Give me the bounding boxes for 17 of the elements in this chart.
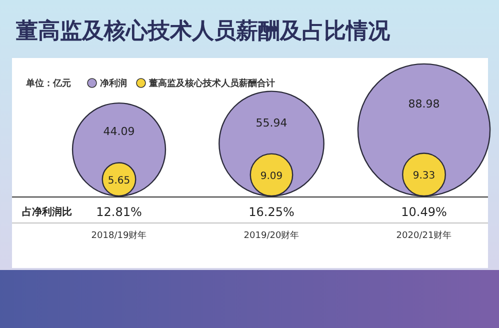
category-label: 2020/21财年	[396, 230, 452, 241]
text: 16.25%	[248, 205, 294, 219]
text: 单位：亿元	[25, 78, 71, 89]
data-label: 9.09	[260, 170, 283, 182]
legend-label: 净利润	[100, 78, 127, 89]
text: 占净利润比	[22, 206, 72, 218]
category-label: 2019/20财年	[244, 230, 300, 241]
text: 董高监及核心技术人员薪酬及占比情况	[15, 18, 391, 44]
text: 12.81%	[96, 205, 142, 219]
data-label: 88.98	[408, 98, 440, 111]
category-label: 2018/19财年	[91, 230, 147, 241]
legend-label: 董高监及核心技术人员薪酬合计	[148, 78, 275, 89]
data-label: 5.65	[108, 175, 130, 186]
text: 10.49%	[401, 205, 447, 219]
data-label: 44.09	[103, 124, 135, 138]
data-label: 9.33	[412, 170, 436, 182]
data-label: 55.94	[256, 116, 288, 130]
